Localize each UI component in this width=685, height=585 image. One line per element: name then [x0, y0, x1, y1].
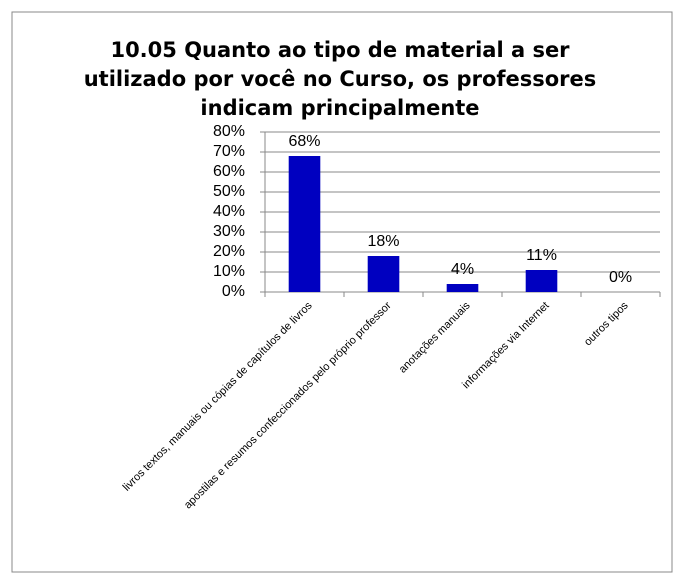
y-tick-label: 80%: [213, 123, 245, 140]
y-tick-label: 30%: [213, 223, 245, 240]
data-label: 4%: [451, 261, 474, 278]
bar: [525, 270, 558, 292]
y-tick-label: 50%: [213, 183, 245, 200]
y-tick-label: 0%: [222, 283, 245, 300]
data-label: 68%: [288, 133, 320, 150]
data-label: 18%: [367, 233, 399, 250]
chart-title: 10.05 Quanto ao tipo de material a ser u…: [83, 38, 597, 120]
data-label: 0%: [609, 269, 632, 286]
bar: [288, 156, 321, 292]
y-tick-label: 10%: [213, 263, 245, 280]
bar: [446, 284, 479, 292]
y-tick-label: 70%: [213, 143, 245, 160]
data-label: 11%: [526, 247, 557, 264]
bar: [367, 256, 400, 292]
y-tick-label: 20%: [213, 243, 245, 260]
y-tick-label: 60%: [213, 163, 245, 180]
y-tick-label: 40%: [213, 203, 245, 220]
